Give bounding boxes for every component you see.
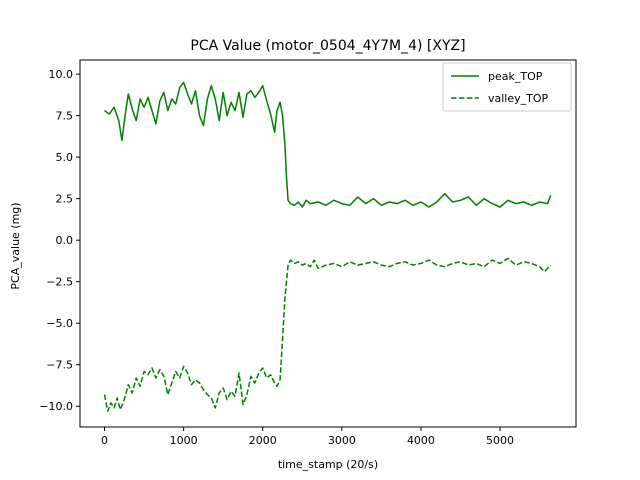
x-tick-label-5: 5000 (486, 434, 514, 447)
x-axis-title: time_stamp (20/s) (278, 458, 378, 471)
y-tick-label-5: 2.5 (56, 193, 74, 206)
series-line-1 (103, 257, 552, 412)
x-tick-label-0: 0 (101, 434, 108, 447)
plot-frame (79, 59, 577, 428)
x-tick-label-4: 4000 (407, 434, 435, 447)
legend-label-0: peak_TOP (488, 70, 543, 83)
x-tick-label-3: 3000 (328, 434, 356, 447)
y-tick-label-8: 10.0 (49, 68, 74, 81)
legend-label-1: valley_TOP (488, 92, 549, 105)
series-line-0 (104, 81, 552, 208)
y-axis-title: PCA_value (mg) (9, 202, 22, 289)
axes: 0 1000 2000 3000 4000 5000 −10.0 −7.5 −5.0 −2.5 0.… (39, 59, 577, 447)
x-tick-label-1: 1000 (170, 434, 198, 447)
y-tick-label-0: −10.0 (39, 400, 73, 413)
y-tick-label-6: 5.0 (56, 151, 74, 164)
y-tick-label-2: −5.0 (46, 317, 73, 330)
legend-box (442, 62, 572, 112)
chart-title: PCA Value (motor_0504_4Y7M_4) [XYZ] (190, 38, 465, 54)
y-tick-label-3: −2.5 (46, 276, 73, 289)
y-tick-label-7: 7.5 (56, 110, 74, 123)
y-tick-label-1: −7.5 (46, 359, 73, 372)
plot-area (103, 81, 552, 412)
legend: peak_TOP valley_TOP (442, 62, 572, 112)
y-tick-label-4: 0.0 (56, 234, 74, 247)
x-tick-label-2: 2000 (249, 434, 277, 447)
